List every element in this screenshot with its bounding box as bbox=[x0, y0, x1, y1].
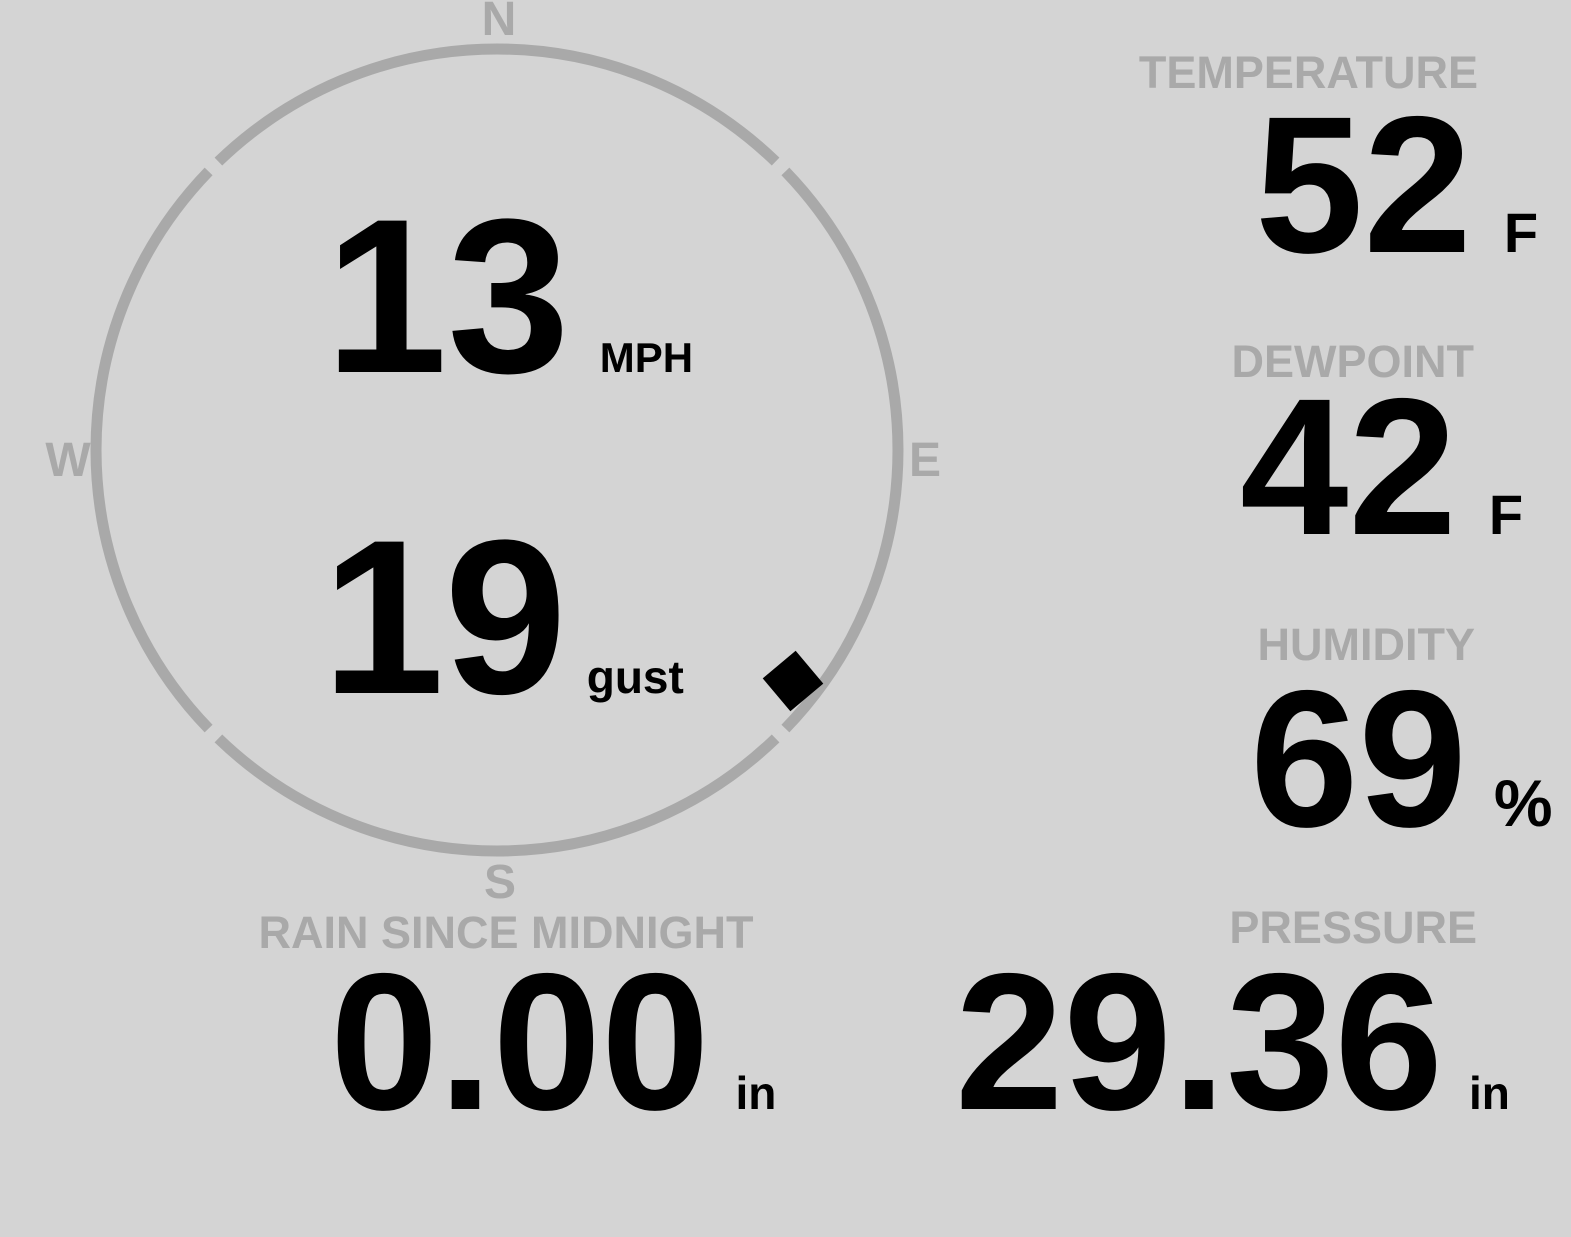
pressure-unit: in bbox=[1468, 1067, 1510, 1119]
pressure-value: 29.36 bbox=[955, 933, 1443, 1151]
dewpoint-label: DEWPOINT bbox=[1231, 336, 1475, 387]
dewpoint-unit: F bbox=[1488, 483, 1524, 546]
humidity-unit: % bbox=[1493, 766, 1553, 840]
rain-unit: in bbox=[735, 1067, 777, 1119]
compass-arc-north bbox=[214, 43, 780, 166]
temperature: 52 F bbox=[1255, 88, 1538, 283]
pressure: 29.36 in bbox=[955, 945, 1510, 1140]
wind-speed-value: 13 bbox=[325, 173, 570, 419]
pressure-label: PRESSURE bbox=[1229, 902, 1477, 953]
compass-arc-west bbox=[90, 167, 213, 733]
humidity-value: 69 bbox=[1250, 650, 1467, 868]
rain: 0.00 in bbox=[330, 945, 776, 1140]
dewpoint-value: 42 bbox=[1240, 358, 1457, 576]
humidity: 69 % bbox=[1250, 662, 1553, 857]
temperature-value: 52 bbox=[1255, 76, 1472, 294]
wind-gust-value: 19 bbox=[322, 494, 567, 740]
wind-speed-unit: MPH bbox=[599, 334, 694, 381]
compass-arc-east bbox=[781, 167, 904, 733]
humidity-label: HUMIDITY bbox=[1257, 619, 1476, 670]
dewpoint: 42 F bbox=[1240, 370, 1523, 565]
compass-arc-south bbox=[214, 734, 780, 857]
wind-gust-unit: gust bbox=[586, 651, 684, 703]
temperature-label: TEMPERATURE bbox=[1138, 47, 1478, 98]
rain-value: 0.00 bbox=[330, 933, 710, 1151]
wind-speed: 13 MPH bbox=[325, 186, 693, 406]
temperature-unit: F bbox=[1503, 201, 1539, 264]
wind-gust: 19 gust bbox=[322, 507, 684, 727]
compass-label-east: E bbox=[908, 434, 942, 487]
compass-label-west: W bbox=[45, 434, 91, 487]
rain-label: RAIN SINCE MIDNIGHT bbox=[258, 907, 754, 958]
compass-label-south: S bbox=[483, 856, 517, 909]
compass-label-north: N bbox=[481, 0, 517, 46]
